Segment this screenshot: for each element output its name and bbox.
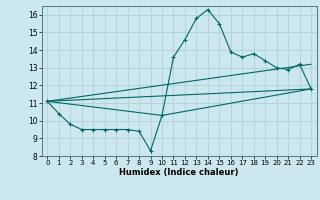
X-axis label: Humidex (Indice chaleur): Humidex (Indice chaleur) [119, 168, 239, 177]
